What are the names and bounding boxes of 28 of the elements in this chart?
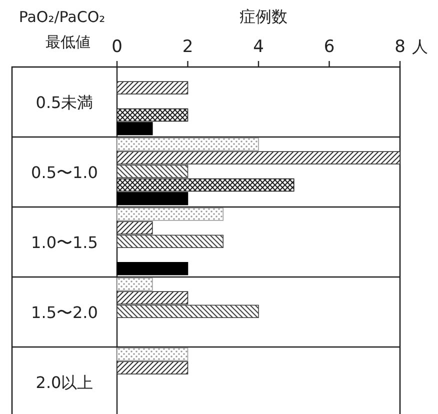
y-tick-label: 2.0以上 bbox=[36, 373, 94, 392]
bar bbox=[116, 234, 224, 248]
bar bbox=[116, 262, 188, 276]
bar bbox=[116, 151, 400, 164]
chart-title: 症例数 bbox=[240, 7, 288, 26]
x-tick-label: 6 bbox=[324, 37, 335, 57]
y-tick-label: 0.5〜1.0 bbox=[31, 163, 98, 182]
y-tick-label: 1.0〜1.5 bbox=[31, 233, 98, 252]
bar bbox=[116, 138, 259, 151]
bar bbox=[116, 304, 259, 318]
bar bbox=[116, 122, 153, 136]
y-tick-label: 1.5〜2.0 bbox=[31, 303, 98, 322]
bar bbox=[116, 192, 188, 206]
bar bbox=[116, 361, 188, 374]
x-tick-label: 0 bbox=[112, 37, 122, 57]
bar bbox=[116, 348, 188, 361]
bar bbox=[116, 291, 188, 304]
bar bbox=[116, 208, 224, 221]
bar bbox=[116, 221, 153, 234]
x-axis-title: 人 bbox=[412, 37, 428, 56]
bar bbox=[116, 81, 188, 94]
bar bbox=[116, 278, 153, 291]
bar bbox=[116, 164, 188, 178]
x-tick-label: 4 bbox=[253, 37, 264, 57]
y-axis-title: PaO₂/PaCO₂ 最低値 bbox=[18, 8, 106, 51]
y-tick-label: 0.5未満 bbox=[36, 93, 94, 112]
x-tick-label: 2 bbox=[182, 37, 194, 57]
x-tick-label: 8 bbox=[394, 37, 406, 57]
